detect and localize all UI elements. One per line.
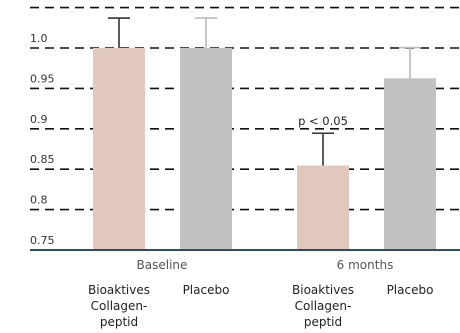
- y-tick-label: 1.0: [30, 32, 48, 45]
- category-label: Bioaktives: [88, 283, 150, 297]
- category-label: peptid: [100, 315, 138, 329]
- grid-lines: [30, 6, 460, 211]
- bars: [93, 48, 436, 250]
- y-tick-label: 0.8: [30, 194, 48, 207]
- y-tick-label: 0.9: [30, 113, 48, 126]
- y-tick-labels: 0.75 0.8 0.85 0.9 0.95 1.0: [30, 32, 55, 247]
- category-label: Placebo: [183, 283, 230, 297]
- category-label: Collagen-: [91, 299, 148, 313]
- group-label: Baseline: [137, 258, 188, 272]
- y-tick-label: 0.85: [30, 153, 55, 166]
- category-label: peptid: [304, 315, 342, 329]
- significance-annotation: p < 0.05: [298, 114, 348, 128]
- error-bars: [108, 17, 421, 166]
- category-label: Collagen-: [295, 299, 352, 313]
- bar: [180, 48, 232, 250]
- bar: [384, 78, 436, 250]
- y-tick-label: 0.75: [30, 234, 55, 247]
- category-label: Bioaktives: [292, 283, 354, 297]
- y-tick-label: 0.95: [30, 72, 55, 85]
- group-label: 6 months: [337, 258, 394, 272]
- category-labels: Bioaktives Collagen-peptid Placebo Baseline…: [88, 114, 433, 329]
- bar: [297, 165, 349, 250]
- category-label: Placebo: [387, 283, 434, 297]
- bar: [93, 48, 145, 250]
